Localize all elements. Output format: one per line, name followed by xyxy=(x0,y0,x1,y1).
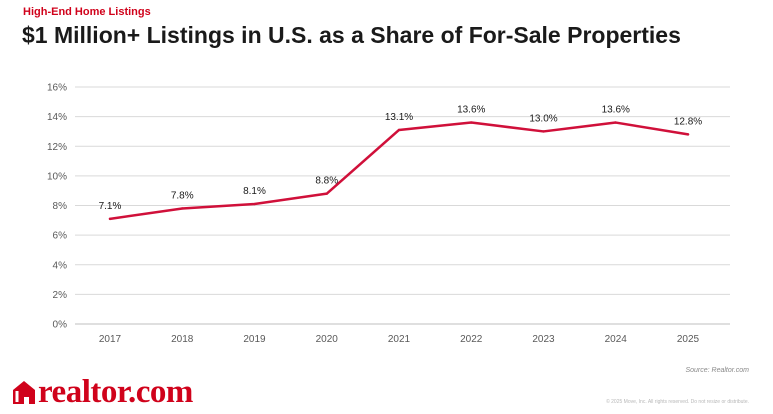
x-tick-label: 2020 xyxy=(316,334,339,345)
y-tick-label: 12% xyxy=(47,142,67,153)
y-tick-label: 10% xyxy=(47,171,67,182)
data-label: 13.6% xyxy=(602,105,630,116)
data-label: 13.1% xyxy=(385,112,413,123)
y-tick-label: 16% xyxy=(47,83,67,94)
copyright-note: © 2025 Move, Inc. All rights reserved. D… xyxy=(606,399,749,405)
chart-kicker: High-End Home Listings xyxy=(23,6,151,18)
x-tick-label: 2025 xyxy=(677,334,700,345)
data-label: 7.8% xyxy=(171,190,194,201)
data-point xyxy=(470,121,473,124)
data-point xyxy=(686,133,690,136)
data-point xyxy=(181,207,184,210)
chart-title: $1 Million+ Listings in U.S. as a Share … xyxy=(22,22,681,48)
y-tick-label: 2% xyxy=(53,290,68,301)
line-chart: 0%2%4%6%8%10%12%14%16% 2017 2018 2019 2020 2… xyxy=(47,83,730,345)
x-tick-label: 2023 xyxy=(532,334,555,345)
data-label: 12.8% xyxy=(674,116,702,127)
realtor-logo: realtor.com xyxy=(12,374,193,410)
data-labels: 7.1% 7.8% 8.1% 8.8% 13.1% 13.6% 13.0% 13.6% 12.8… xyxy=(99,105,703,212)
data-point xyxy=(325,192,328,195)
logo-wordmark: realtor.com xyxy=(38,374,193,410)
data-point xyxy=(397,128,401,132)
house-logo-icon xyxy=(13,381,35,404)
data-point xyxy=(253,202,256,206)
data-label: 8.8% xyxy=(315,176,338,187)
data-label: 13.6% xyxy=(457,105,485,116)
data-point xyxy=(614,121,617,124)
y-axis-ticks: 0% 2% 4% 6% 8% 10% 12% 14% 16% xyxy=(47,83,67,331)
y-tick-label: 14% xyxy=(47,112,67,123)
x-tick-label: 2021 xyxy=(388,334,411,345)
x-tick-label: 2019 xyxy=(243,334,266,345)
x-tick-label: 2018 xyxy=(171,334,194,345)
data-point xyxy=(542,130,545,133)
x-tick-label: 2024 xyxy=(605,334,628,345)
gridlines xyxy=(75,86,730,325)
data-point xyxy=(108,217,112,221)
data-label: 13.0% xyxy=(529,113,557,124)
data-label: 8.1% xyxy=(243,186,266,197)
x-tick-label: 2022 xyxy=(460,334,483,345)
series-line xyxy=(108,121,690,221)
source-note: Source: Realtor.com xyxy=(685,367,749,374)
y-tick-label: 0% xyxy=(53,320,68,331)
y-tick-label: 4% xyxy=(53,260,68,271)
y-tick-label: 8% xyxy=(53,201,68,212)
x-tick-label: 2017 xyxy=(99,334,122,345)
x-axis-ticks: 2017 2018 2019 2020 2021 2022 2023 2024 2025 xyxy=(99,334,700,345)
y-tick-label: 6% xyxy=(53,231,68,242)
series-layer xyxy=(108,121,690,221)
data-label: 7.1% xyxy=(99,201,122,212)
